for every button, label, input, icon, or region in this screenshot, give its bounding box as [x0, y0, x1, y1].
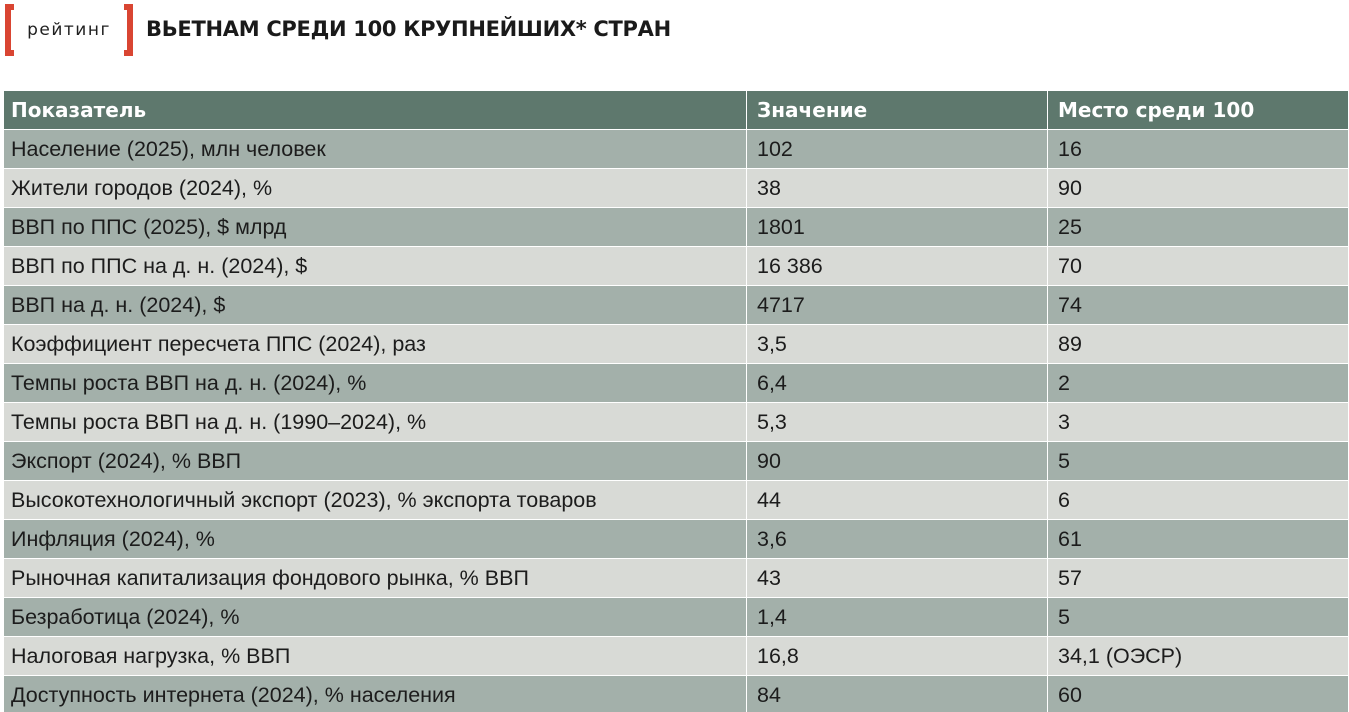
cell-rank: 2: [1058, 370, 1070, 395]
logo-text: рейтинг: [27, 20, 111, 40]
cell-value: 44: [747, 481, 1048, 519]
cell-value: 6,4: [747, 364, 1048, 402]
cell-rank: 5: [1058, 604, 1070, 629]
cell-rank: 70: [1058, 253, 1082, 278]
cell-value: 90: [747, 442, 1048, 480]
table-row: Налоговая нагрузка, % ВВП 16,8 34,1 (ОЭСР): [4, 637, 1348, 676]
cell-rank: 25: [1058, 214, 1082, 239]
cell-indicator: ВВП по ППС на д. н. (2024), $: [4, 247, 747, 285]
cell-indicator: Инфляция (2024), %: [4, 520, 747, 558]
cell-value: 16,8: [747, 637, 1048, 675]
table-row: Население (2025), млн человек 102 16: [4, 130, 1348, 169]
cell-rank: 16: [1058, 136, 1082, 161]
rating-logo: рейтинг: [5, 4, 133, 56]
cell-value: 1801: [747, 208, 1048, 246]
cell-rank: 90: [1058, 175, 1082, 200]
cell-rank: 3: [1058, 409, 1070, 434]
table-row: Темпы роста ВВП на д. н. (2024), % 6,4 2: [4, 364, 1348, 403]
table-row: ВВП по ППС на д. н. (2024), $16 386 70: [4, 247, 1348, 286]
cell-indicator: Безработица (2024), %: [4, 598, 747, 636]
table-row: Высокотехнологичный экспорт (2023), % эк…: [4, 481, 1348, 520]
cell-indicator: Налоговая нагрузка, % ВВП: [4, 637, 747, 675]
cell-value: 102: [747, 130, 1048, 168]
table-row: ВВП на д. н. (2024), $4717 74: [4, 286, 1348, 325]
cell-indicator: Высокотехнологичный экспорт (2023), % эк…: [4, 481, 747, 519]
table-body: Население (2025), млн человек 102 16 Жители…: [4, 130, 1348, 712]
cell-indicator: Доступность интернета (2024), % населени…: [4, 676, 747, 712]
cell-rank: 6: [1058, 487, 1070, 512]
cell-indicator: Жители городов (2024), %: [4, 169, 747, 207]
cell-value: 4717: [747, 286, 1048, 324]
table-row: Рыночная капитализация фондового рынка, …: [4, 559, 1348, 598]
table-row: Экспорт (2024), % ВВП 90 5: [4, 442, 1348, 481]
cell-value: 43: [747, 559, 1048, 597]
cell-value: 16 386: [747, 247, 1048, 285]
data-table: Показатель Значение Место среди 100 Насе…: [4, 91, 1348, 712]
cell-indicator: Население (2025), млн человек: [4, 130, 747, 168]
header: рейтинг ВЬЕТНАМ СРЕДИ 100 КРУПНЕЙШИХ* СТ…: [0, 0, 1349, 62]
cell-rank: 5: [1058, 448, 1070, 473]
table-row: ВВП по ППС (2025), $ млрд 1801 25: [4, 208, 1348, 247]
table-row: Доступность интернета (2024), % населени…: [4, 676, 1348, 712]
table-row: Коэффициент пересчета ППС (2024), раз 3,5…: [4, 325, 1348, 364]
cell-value: 84: [747, 676, 1048, 712]
column-header-indicator: Показатель: [4, 91, 747, 129]
table-header-row: Показатель Значение Место среди 100: [4, 91, 1348, 130]
table-row: Безработица (2024), % 1,4 5: [4, 598, 1348, 637]
column-header-value: Значение: [747, 91, 1048, 129]
cell-rank: 61: [1058, 526, 1082, 551]
table-row: Жители городов (2024), % 38 90: [4, 169, 1348, 208]
cell-value: 3,5: [747, 325, 1048, 363]
cell-rank: 57: [1058, 565, 1082, 590]
cell-indicator: ВВП по ППС (2025), $ млрд: [4, 208, 747, 246]
column-header-rank: Место среди 100: [1058, 98, 1255, 122]
cell-rank: 34,1 (ОЭСР): [1058, 643, 1183, 668]
cell-value: 3,6: [747, 520, 1048, 558]
table-row: Темпы роста ВВП на д. н. (1990–2024), % 5…: [4, 403, 1348, 442]
table-row: Инфляция (2024), % 3,6 61: [4, 520, 1348, 559]
cell-rank: 89: [1058, 331, 1082, 356]
cell-value: 38: [747, 169, 1048, 207]
left-bracket-icon: [5, 4, 14, 56]
page-title: ВЬЕТНАМ СРЕДИ 100 КРУПНЕЙШИХ* СТРАН: [146, 17, 671, 41]
cell-indicator: ВВП на д. н. (2024), $: [4, 286, 747, 324]
cell-rank: 74: [1058, 292, 1082, 317]
cell-indicator: Темпы роста ВВП на д. н. (1990–2024), %: [4, 403, 747, 441]
cell-value: 1,4: [747, 598, 1048, 636]
right-bracket-icon: [124, 4, 133, 56]
cell-value: 5,3: [747, 403, 1048, 441]
cell-rank: 60: [1058, 682, 1082, 707]
cell-indicator: Рыночная капитализация фондового рынка, …: [4, 559, 747, 597]
cell-indicator: Коэффициент пересчета ППС (2024), раз: [4, 325, 747, 363]
cell-indicator: Экспорт (2024), % ВВП: [4, 442, 747, 480]
cell-indicator: Темпы роста ВВП на д. н. (2024), %: [4, 364, 747, 402]
